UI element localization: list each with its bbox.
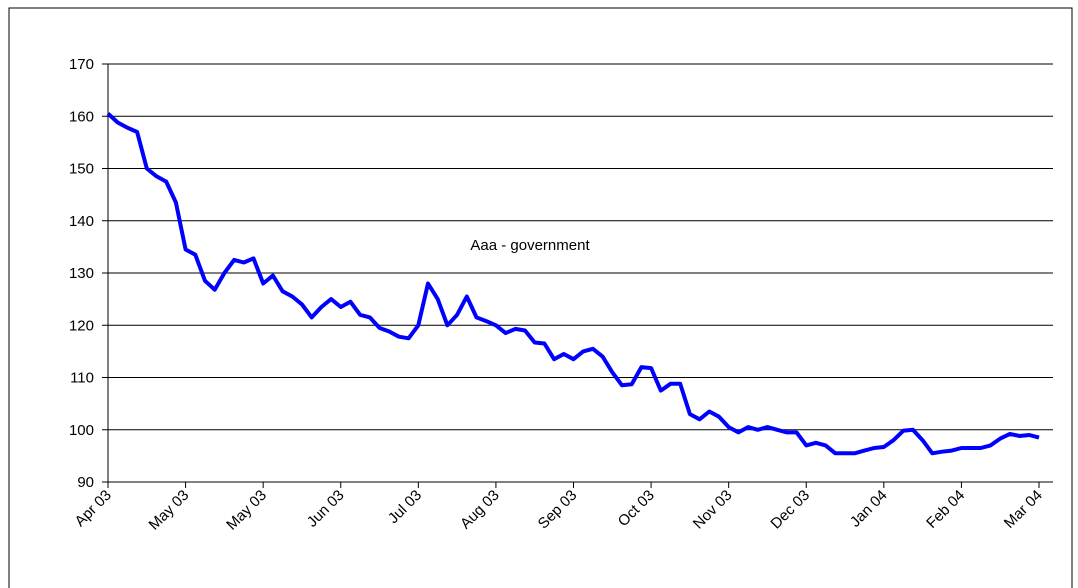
chart-frame xyxy=(8,7,1073,588)
y-tick-label: 140 xyxy=(69,213,94,230)
y-tick-label: 150 xyxy=(69,161,94,178)
y-tick-label: 120 xyxy=(69,317,94,334)
y-tick-label: 90 xyxy=(77,474,94,491)
y-tick-label: 130 xyxy=(69,265,94,282)
data-line xyxy=(106,112,1040,456)
y-tick-label: 160 xyxy=(69,108,94,125)
annotation: Aaa - government xyxy=(470,237,590,254)
y-tick-label: 170 xyxy=(69,56,94,73)
y-tick-label: 110 xyxy=(70,370,94,387)
y-tick-label: 100 xyxy=(69,422,94,439)
